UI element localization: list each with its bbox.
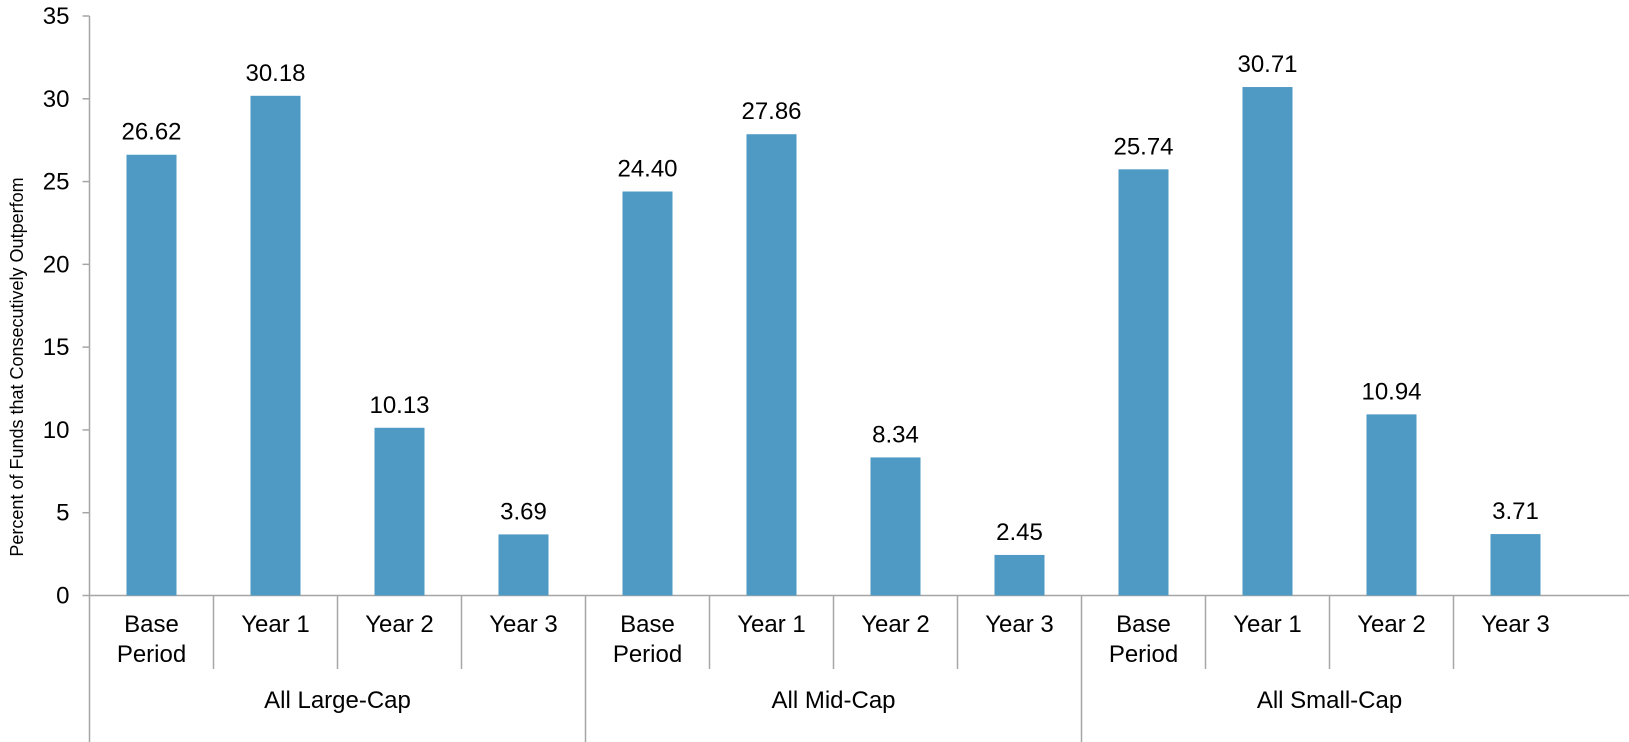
- y-tick-label: 30: [43, 86, 70, 113]
- x-category-label: Base Period: [613, 611, 682, 668]
- x-category-label: Year 3: [1481, 611, 1550, 638]
- data-label: 8.34: [872, 421, 919, 448]
- data-label: 30.18: [245, 60, 305, 87]
- y-tick-label: 25: [43, 169, 70, 196]
- y-tick-label: 35: [43, 3, 70, 30]
- y-axis-title: Percent of Funds that Consecutively Outp…: [7, 177, 27, 556]
- bar: [1118, 169, 1169, 596]
- data-label: 27.86: [741, 98, 801, 125]
- x-category-label-line: Base: [620, 611, 675, 638]
- bar: [994, 554, 1045, 596]
- x-group-label: All Mid-Cap: [771, 687, 895, 714]
- data-label: 25.74: [1113, 133, 1173, 160]
- x-category-label: Year 2: [365, 611, 434, 638]
- x-category-label-line: Period: [613, 641, 682, 668]
- data-label: 10.94: [1361, 378, 1421, 405]
- x-category-label: Year 2: [861, 611, 930, 638]
- data-label: 3.71: [1492, 498, 1539, 525]
- x-category-label: Year 3: [489, 611, 558, 638]
- bar: [870, 457, 921, 596]
- y-ticks: 0 5 10 15 20 25 30 35: [43, 3, 90, 610]
- y-tick-label: 20: [43, 251, 70, 278]
- x-group-label: All Large-Cap: [264, 687, 411, 714]
- bar: [622, 191, 673, 596]
- x-category-label-line: Year 3: [489, 611, 558, 638]
- x-category-label-line: Year 1: [737, 611, 806, 638]
- data-label: 24.40: [617, 156, 677, 183]
- x-category-label-line: Year 2: [365, 611, 434, 638]
- bar: [250, 95, 301, 596]
- x-category-label-line: Year 3: [985, 611, 1054, 638]
- x-category-label: Base Period: [117, 611, 186, 668]
- y-tick-label: 10: [43, 417, 70, 444]
- x-category-label-line: Year 3: [1481, 611, 1550, 638]
- x-axis-categories: Base Period Year 1 Year 2 Year 3 All Large-Ca…: [117, 595, 1550, 742]
- data-label: 2.45: [996, 519, 1043, 546]
- bar: [498, 534, 549, 596]
- bar: [1242, 87, 1293, 596]
- bar: [1490, 534, 1541, 596]
- x-category-label-line: Year 1: [1233, 611, 1302, 638]
- x-category-label: Year 1: [241, 611, 310, 638]
- x-category-label-line: Period: [1109, 641, 1178, 668]
- x-category-label-line: Base: [124, 611, 179, 638]
- data-label: 10.13: [369, 392, 429, 419]
- bar: [374, 427, 425, 596]
- x-category-label: Year 1: [737, 611, 806, 638]
- x-group-label: All Small-Cap: [1257, 687, 1402, 714]
- data-label: 3.69: [500, 498, 547, 525]
- x-category-label-line: Year 2: [861, 611, 930, 638]
- x-category-label-line: Base: [1116, 611, 1171, 638]
- y-tick-label: 0: [56, 583, 69, 610]
- bar: [1366, 414, 1417, 596]
- bars: [126, 87, 1541, 596]
- data-label: 30.71: [1237, 51, 1297, 78]
- x-category-label-line: Year 1: [241, 611, 310, 638]
- x-category-label: Year 1: [1233, 611, 1302, 638]
- x-category-label: Year 3: [985, 611, 1054, 638]
- x-category-label-line: Period: [117, 641, 186, 668]
- bar: [746, 134, 797, 596]
- x-category-label: Base Period: [1109, 611, 1178, 668]
- y-tick-label: 15: [43, 334, 70, 361]
- x-category-label-line: Year 2: [1357, 611, 1426, 638]
- y-tick-label: 5: [56, 500, 69, 527]
- bar: [126, 154, 177, 596]
- data-labels: 26.62 30.18 10.13 3.69 24.40 27.86 8.34 2.45 25.…: [121, 51, 1538, 546]
- data-label: 26.62: [121, 119, 181, 146]
- x-category-label: Year 2: [1357, 611, 1426, 638]
